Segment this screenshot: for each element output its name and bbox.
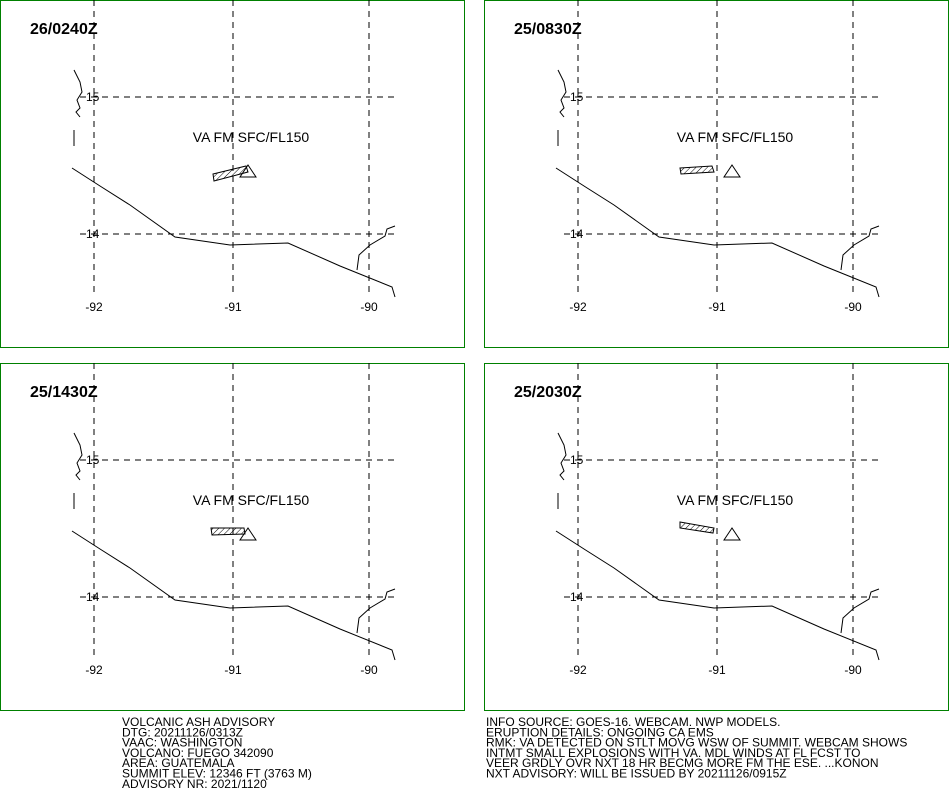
- longitude-label: -90: [360, 663, 378, 677]
- map-panel: 15 14 -92 -91 -90 25/2030Z VA FM SFC/FL150: [485, 363, 949, 711]
- border-line: [840, 588, 880, 634]
- coastline-north: [73, 69, 83, 118]
- advisory-line: VOLCANO: FUEGO 342090: [122, 746, 274, 760]
- map-panel: 15 14 -92 -91 -90 25/0830Z VA FM SFC/FL150: [485, 0, 949, 348]
- coastline: [71, 530, 396, 661]
- ash-label: VA FM SFC/FL150: [193, 492, 310, 508]
- longitude-label: -91: [708, 663, 726, 677]
- volcano-marker: [723, 164, 741, 178]
- longitude-label: -90: [844, 300, 862, 314]
- latitude-label: 14: [86, 590, 100, 604]
- ash-area: [679, 165, 715, 175]
- latitude-label: 15: [86, 90, 100, 104]
- coastline: [555, 530, 880, 661]
- coastline: [555, 167, 880, 298]
- advisory-line: ERUPTION DETAILS: ONGOING CA EMS: [486, 725, 714, 739]
- advisory-line: VOLCANIC ASH ADVISORY: [122, 715, 275, 729]
- latitude-label: 15: [570, 453, 584, 467]
- longitude-label: -90: [360, 300, 378, 314]
- coastline-north: [557, 69, 567, 118]
- latitude-label: 14: [570, 590, 584, 604]
- coastline: [71, 167, 396, 298]
- longitude-label: -92: [569, 300, 587, 314]
- valid-time: 25/2030Z: [514, 384, 582, 401]
- latitude-label: 14: [86, 227, 100, 241]
- valid-time: 25/1430Z: [30, 384, 98, 401]
- advisory-line: AREA: GUATEMALA: [122, 756, 234, 770]
- border-line: [356, 225, 396, 271]
- border-line: [356, 588, 396, 634]
- border-line: [840, 225, 880, 271]
- longitude-label: -91: [224, 663, 242, 677]
- longitude-label: -92: [85, 300, 103, 314]
- advisory-line: RMK: VA DETECTED ON STLT MOVG WSW OF SUM…: [486, 736, 907, 750]
- map-panel: 15 14 -92 -91 -90 25/1430Z VA FM SFC/FL150: [0, 363, 465, 711]
- longitude-label: -92: [85, 663, 103, 677]
- coastline-north: [73, 432, 83, 481]
- ash-area: [679, 521, 715, 534]
- advisory-line: VAAC: WASHINGTON: [122, 736, 242, 750]
- latitude-label: 15: [570, 90, 584, 104]
- map-panel: 15 14 -92 -91 -90 26/0240Z VA FM SFC/FL150: [0, 0, 465, 348]
- ash-area: [210, 527, 246, 536]
- ash-label: VA FM SFC/FL150: [193, 129, 310, 145]
- valid-time: 26/0240Z: [30, 21, 98, 38]
- longitude-label: -91: [224, 300, 242, 314]
- longitude-label: -92: [569, 663, 587, 677]
- valid-time: 25/0830Z: [514, 21, 582, 38]
- ash-label: VA FM SFC/FL150: [677, 129, 794, 145]
- advisory-line: INTMT SMALL EXPLOSIONS WITH VA. MDL WIND…: [486, 746, 861, 760]
- longitude-label: -90: [844, 663, 862, 677]
- volcano-marker: [723, 527, 741, 541]
- advisory-line: NXT ADVISORY: WILL BE ISSUED BY 20211126…: [486, 767, 787, 781]
- latitude-label: 14: [570, 227, 584, 241]
- advisory-line: DTG: 20211126/0313Z: [122, 725, 243, 739]
- ash-label: VA FM SFC/FL150: [677, 492, 794, 508]
- advisory-line: SUMMIT ELEV: 12346 FT (3763 M): [122, 767, 312, 781]
- advisory-line: VEER GRDLY OVR NXT 18 HR BECMG MORE FM T…: [486, 756, 879, 770]
- advisory-line: INFO SOURCE: GOES-16. WEBCAM. NWP MODELS…: [486, 715, 781, 729]
- latitude-label: 15: [86, 453, 100, 467]
- coastline-north: [557, 432, 567, 481]
- ash-area: [212, 165, 249, 182]
- longitude-label: -91: [708, 300, 726, 314]
- advisory-line: ADVISORY NR: 2021/1120: [122, 777, 267, 791]
